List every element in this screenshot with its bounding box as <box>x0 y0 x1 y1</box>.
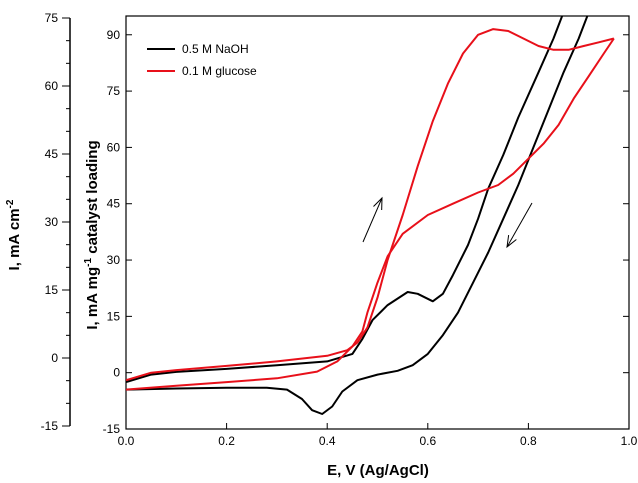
x-axis-ticks: 0.0 0.2 0.4 0.6 0.8 1.0 <box>118 423 638 448</box>
y-axis-label-right-base: I, mA mg <box>84 267 101 330</box>
left-tick-label: 45 <box>45 147 59 161</box>
x-axis-label: E, V (Ag/AgCl) <box>327 462 429 479</box>
anodic-scan-arrow-head <box>373 196 383 211</box>
scan-direction-arrows <box>362 196 533 249</box>
left-tick-label: 75 <box>45 11 59 25</box>
legend-label-naoh: 0.5 M NaOH <box>182 42 249 56</box>
y-axis-label-right-sup: -1 <box>83 257 94 266</box>
y-axis-label-right-tail: catalyst loading <box>84 140 101 258</box>
left-tick-label: 30 <box>45 215 59 229</box>
legend: 0.5 M NaOH 0.1 M glucose <box>147 42 257 78</box>
y-tick-label: 90 <box>107 28 121 42</box>
y-tick-label: 0 <box>113 366 120 380</box>
series-layer <box>126 16 615 415</box>
y-axis-label-right: I, mA mg-1 catalyst loading <box>83 140 101 329</box>
x-tick-label: 0.4 <box>319 434 336 448</box>
anodic-scan-arrow <box>362 196 383 243</box>
series-line-glucose-reverse <box>126 37 615 391</box>
y-axis-label-left-sup: -2 <box>5 199 16 208</box>
y-axis-label-left-base: I, mA cm <box>6 208 23 270</box>
left-tick-label: 15 <box>45 283 59 297</box>
x-tick-label: 0.0 <box>118 434 135 448</box>
cathodic-scan-arrow-head <box>506 235 517 249</box>
y-tick-label: -15 <box>103 422 121 436</box>
x-tick-label: 1.0 <box>621 434 638 448</box>
cathodic-scan-arrow-shaft <box>506 202 533 248</box>
left-tick-label: 60 <box>45 79 59 93</box>
left-tick-label: 0 <box>51 351 58 365</box>
y-tick-label: 15 <box>107 309 121 323</box>
y-tick-label: 75 <box>107 84 121 98</box>
left-tick-label: -15 <box>41 419 59 433</box>
y-tick-label: 30 <box>107 253 121 267</box>
left-axis-current-density: -15 0 15 30 45 60 75 <box>41 11 71 433</box>
x-tick-label: 0.8 <box>520 434 537 448</box>
x-tick-label: 0.2 <box>218 434 235 448</box>
y-tick-label: 60 <box>107 140 121 154</box>
series-line-naoh-forward <box>126 16 564 384</box>
cathodic-scan-arrow <box>506 202 533 249</box>
series-line-glucose-forward <box>126 28 615 382</box>
legend-label-glucose: 0.1 M glucose <box>182 64 257 78</box>
y-axis-ticks: -15 0 15 30 45 60 75 90 <box>103 28 629 436</box>
x-tick-label: 0.6 <box>419 434 436 448</box>
plot-frame <box>125 15 630 430</box>
y-tick-label: 45 <box>107 197 121 211</box>
series-line-naoh-reverse <box>126 16 589 415</box>
anodic-scan-arrow-shaft <box>362 197 383 243</box>
y-axis-label-left: I, mA cm-2 <box>5 199 23 270</box>
